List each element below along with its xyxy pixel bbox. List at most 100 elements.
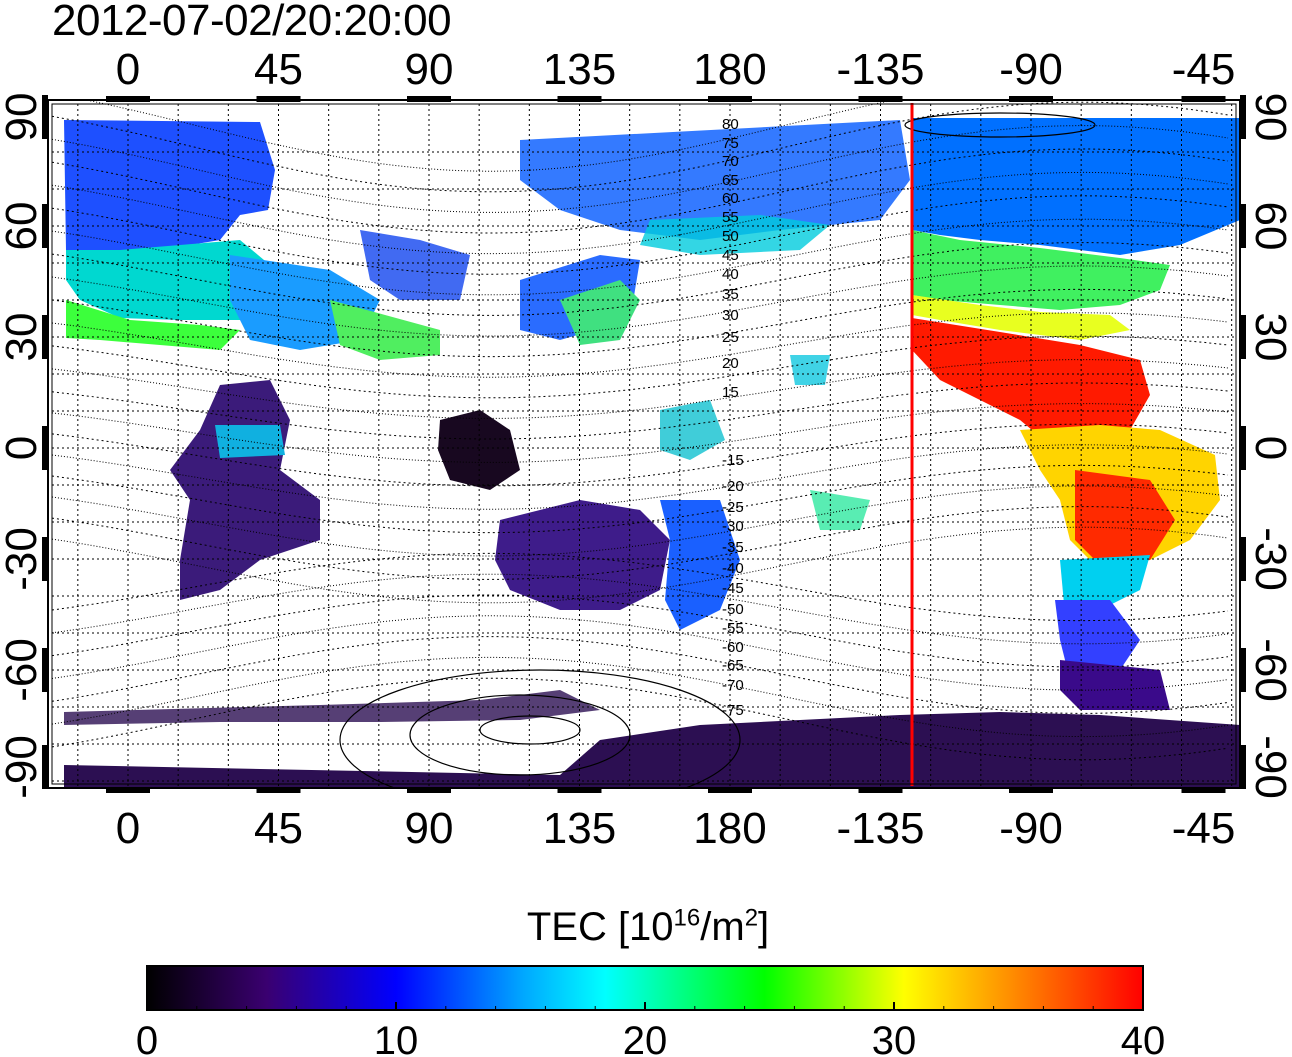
- timestamp-title: 2012-07-02/20:20:00: [52, 0, 452, 45]
- colorbar-tick-label: 20: [623, 1019, 668, 1057]
- magnetic-latitude-label: 30: [722, 307, 739, 324]
- magnetic-latitude-label: 20: [722, 355, 739, 372]
- top-tick-mark: [557, 96, 602, 102]
- top-longitude-label: -45: [1172, 45, 1236, 94]
- magnetic-latitude-label: -25: [722, 499, 744, 516]
- top-tick-mark: [1181, 96, 1226, 102]
- colorbar-ticks: 0 10 20 30 40: [136, 1002, 1165, 1057]
- bottom-tick-mark: [858, 787, 903, 793]
- bottom-longitude-label: -90: [999, 804, 1063, 853]
- top-longitude-label: 180: [693, 45, 766, 94]
- top-tick-mark: [1009, 96, 1053, 102]
- magnetic-latitude-label: 25: [722, 329, 739, 346]
- bottom-longitude-label: 180: [693, 804, 766, 853]
- left-tick-mark: [42, 745, 48, 789]
- right-latitude-label: 30: [1246, 313, 1292, 362]
- magnetic-contour: [51, 403, 1229, 463]
- top-longitude-label: -135: [836, 45, 924, 94]
- top-longitude-label: -90: [999, 45, 1063, 94]
- bottom-tick-mark: [106, 787, 150, 793]
- right-latitude-label: 60: [1246, 202, 1292, 251]
- colorbar-tick-label: 0: [136, 1019, 158, 1057]
- colorbar-tick-label: 30: [872, 1019, 917, 1057]
- top-tick-mark: [256, 96, 301, 102]
- bottom-tick-mark: [1009, 787, 1053, 793]
- magnetic-latitude-label: 75: [722, 135, 739, 152]
- graticule-grid: [52, 104, 1236, 786]
- magnetic-latitude-label: 45: [722, 247, 739, 264]
- left-tick-mark: [42, 315, 48, 359]
- top-tick-mark: [106, 96, 150, 102]
- magnetic-contour: [51, 594, 1229, 668]
- magnetic-latitude-label: 60: [722, 190, 739, 207]
- colorbar-tick-label: 40: [1121, 1019, 1166, 1057]
- magnetic-contour: [83, 100, 897, 172]
- left-tick-mark: [42, 204, 48, 248]
- left-latitude-label: -90: [0, 735, 46, 799]
- magnetic-contour: [51, 242, 1229, 316]
- bottom-longitude-label: -135: [836, 804, 924, 853]
- colorbar-tick-label: 10: [374, 1019, 419, 1057]
- magnetic-contour: [51, 485, 1229, 557]
- bottom-longitude-label: 135: [543, 804, 616, 853]
- bottom-tick-mark: [557, 787, 602, 793]
- colorbar-title-mid: /m: [700, 905, 745, 950]
- right-tick-mark: [1240, 426, 1246, 470]
- top-longitude-label: 45: [254, 45, 303, 94]
- magnetic-latitude-label: 55: [722, 209, 739, 226]
- magnetic-contour: [51, 265, 1229, 337]
- magnetic-latitude-label: -40: [722, 560, 744, 577]
- magnetic-contour: [51, 444, 1229, 510]
- right-tick-mark: [1240, 315, 1246, 359]
- top-tick-mark: [407, 96, 451, 102]
- magnetic-pole-contour: [904, 112, 1096, 138]
- magnetic-latitude-label: 70: [722, 153, 739, 170]
- magnetic-latitude-label: 65: [722, 172, 739, 189]
- magnetic-latitude-labels: 8075706560555045403530252015-15-20-25-30…: [722, 116, 744, 719]
- magnetic-contour: [51, 148, 1229, 234]
- right-tick-mark: [1240, 204, 1246, 248]
- left-latitude-label: 30: [0, 313, 46, 362]
- right-latitude-label: 90: [1246, 93, 1292, 142]
- magnetic-latitude-label: -75: [722, 702, 744, 719]
- magnetic-latitude-label: -20: [722, 478, 744, 495]
- right-tick-mark: [1240, 95, 1246, 139]
- top-longitude-labels: 0 45 90 135 180 -135 -90 -45: [106, 45, 1235, 102]
- right-latitude-label: 0: [1246, 436, 1292, 460]
- bottom-tick-mark: [1181, 787, 1226, 793]
- bottom-tick-mark: [708, 787, 752, 793]
- bottom-longitude-label: 0: [116, 804, 140, 853]
- magnetic-latitude-label: 15: [722, 384, 739, 401]
- left-tick-mark: [42, 95, 48, 139]
- magnetic-contour: [51, 656, 1229, 738]
- left-latitude-label: 90: [0, 93, 46, 142]
- magnetic-latitude-label: -60: [722, 639, 744, 656]
- right-tick-mark: [1240, 648, 1246, 692]
- magnetic-contour: [51, 615, 1229, 691]
- magnetic-contour: [51, 312, 1229, 378]
- magnetic-latitude-label: -15: [722, 452, 744, 469]
- magnetic-latitude-label: -50: [722, 601, 744, 618]
- magnetic-latitude-label: 80: [722, 116, 739, 133]
- top-tick-mark: [708, 96, 752, 102]
- magnetic-latitude-label: 35: [722, 286, 739, 303]
- magnetic-latitude-label: -45: [722, 580, 744, 597]
- left-latitude-label: 60: [0, 202, 46, 251]
- magnetic-latitude-label: -70: [722, 677, 744, 694]
- magnetic-pole-contour: [479, 715, 581, 745]
- magnetic-latitude-contours: [51, 100, 1229, 788]
- left-tick-mark: [42, 426, 48, 470]
- left-latitude-label: 0: [0, 436, 46, 460]
- right-latitude-label: -60: [1246, 638, 1292, 702]
- left-latitude-labels: 90 60 30 0 -30 -60 -90: [0, 93, 48, 799]
- magnetic-contour: [51, 573, 1229, 645]
- bottom-longitude-labels: 0 45 90 135 180 -135 -90 -45: [106, 787, 1235, 853]
- left-tick-mark: [42, 648, 48, 692]
- right-tick-mark: [1240, 745, 1246, 789]
- colorbar-title-prefix: TEC [10: [526, 905, 674, 950]
- bottom-tick-mark: [256, 787, 301, 793]
- right-latitude-label: -90: [1246, 735, 1292, 799]
- colorbar-title-suffix: ]: [758, 905, 770, 950]
- left-tick-mark: [42, 537, 48, 581]
- top-longitude-label: 90: [405, 45, 454, 94]
